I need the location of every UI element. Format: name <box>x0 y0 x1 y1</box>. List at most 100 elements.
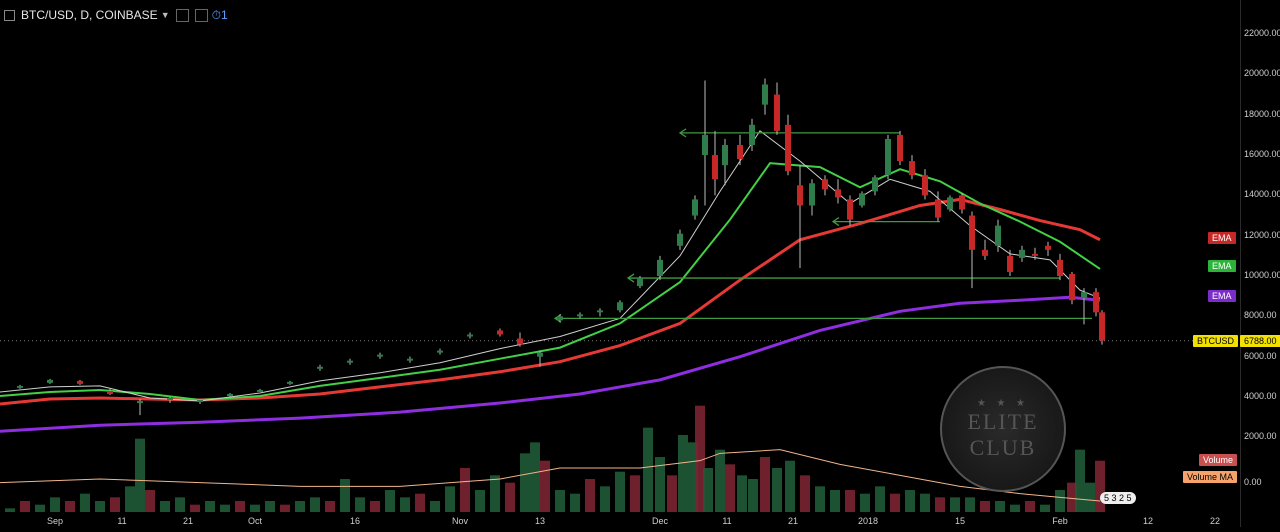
volume-bar <box>145 490 155 512</box>
candle-body <box>995 225 1001 246</box>
volume-bar <box>5 508 15 512</box>
support-arrow <box>678 128 687 138</box>
volume-bar <box>815 486 825 512</box>
last-price-tag: 6788.00 <box>1240 335 1280 347</box>
candle-body <box>137 401 143 404</box>
elite-club-watermark: ★ ★ ★ ELITE CLUB <box>940 366 1066 492</box>
volume-zero-label: 0.00 <box>1244 477 1262 487</box>
price-symbol-tag: BTCUSD <box>1193 335 1239 347</box>
candle-body <box>785 124 791 172</box>
y-tick-label: 12000.00 <box>1244 229 1280 240</box>
candle-body <box>1081 292 1087 299</box>
x-tick-label: Oct <box>247 516 263 526</box>
volume-bar <box>340 479 350 512</box>
volume-bar <box>585 479 595 512</box>
y-tick-label: 10000.00 <box>1244 270 1280 281</box>
volume-bar <box>430 501 440 512</box>
support-arrow <box>831 217 840 227</box>
volume-bar <box>50 497 60 512</box>
volume-bar <box>643 427 653 512</box>
volume-bar <box>688 442 698 512</box>
volume-bar <box>950 497 960 512</box>
candle-body <box>822 179 828 190</box>
volume-bar <box>965 497 975 512</box>
volume-bar <box>160 501 170 512</box>
volume-bar <box>860 493 870 512</box>
volume-bar <box>748 479 758 512</box>
volume-bar <box>65 501 75 512</box>
volume-bar <box>385 490 395 512</box>
collapse-icon[interactable] <box>4 9 15 21</box>
volume-bar <box>540 460 550 512</box>
candle-body <box>1099 312 1105 341</box>
volume-bar <box>1095 460 1105 512</box>
candle-body <box>959 195 965 210</box>
ema-purple-line <box>0 295 1101 433</box>
volume-bar <box>175 497 185 512</box>
volume-bar <box>475 490 485 512</box>
volume-bar <box>265 501 275 512</box>
volume-bar <box>460 468 470 512</box>
volume-bar <box>772 468 782 512</box>
candle-body <box>947 197 953 210</box>
candle-body <box>749 124 755 145</box>
candle-body <box>287 381 293 384</box>
candle-body <box>1007 255 1013 272</box>
settings-icon[interactable] <box>175 8 189 22</box>
candle-body <box>797 185 803 206</box>
volume-bar <box>1055 490 1065 512</box>
volume-bar <box>205 501 215 512</box>
volume-bar <box>415 493 425 512</box>
alert-count[interactable]: ⏱1 <box>211 7 228 22</box>
candle-body <box>762 84 768 105</box>
indicator-icon[interactable] <box>194 8 208 22</box>
y-tick-label: 18000.00 <box>1244 108 1280 119</box>
x-tick-label: Feb <box>1052 516 1068 526</box>
volume-bar <box>505 482 515 512</box>
y-tick-label: 14000.00 <box>1244 189 1280 200</box>
x-tick-label: Dec <box>651 516 669 526</box>
volume-bar <box>95 501 105 512</box>
volume-bar <box>35 504 45 512</box>
volume-bar <box>1085 482 1095 512</box>
symbol-title[interactable]: BTC/USD, D, COINBASE <box>21 8 158 22</box>
ema-white-line <box>0 130 1101 402</box>
candle-body <box>712 155 718 180</box>
volume-bar <box>875 486 885 512</box>
volume-bar <box>310 497 320 512</box>
volume-bar <box>400 497 410 512</box>
volume-bar <box>715 449 725 512</box>
candle-body <box>774 94 780 131</box>
candle-body <box>922 175 928 196</box>
alert-count-value: 1 <box>220 7 228 22</box>
y-tick-label: 4000.00 <box>1244 391 1277 401</box>
candle-body <box>885 138 891 176</box>
candle-body <box>47 379 53 383</box>
candle-body <box>537 352 543 357</box>
candle-body <box>377 354 383 357</box>
volume-bar <box>445 486 455 512</box>
candle-body <box>847 199 853 220</box>
ema-red-tag: EMA <box>1208 232 1236 244</box>
volume-bar <box>600 486 610 512</box>
candle-body <box>467 334 473 337</box>
volume-bar <box>785 460 795 512</box>
candle-body <box>897 134 903 162</box>
watermark-line1: ELITE <box>967 408 1039 434</box>
volume-bar <box>125 486 135 512</box>
candle-body <box>1045 245 1051 250</box>
volume-bar <box>1025 501 1035 512</box>
support-arrow <box>626 273 635 283</box>
volume-bar <box>295 501 305 512</box>
chevron-down-icon[interactable]: ▼ <box>160 10 170 20</box>
x-tick-label: 11 <box>722 516 732 526</box>
candle-body <box>1069 274 1075 301</box>
volume-badge: 5 3 2 5 <box>1100 492 1136 504</box>
x-tick-label: Sep <box>46 516 64 526</box>
candle-body <box>737 144 743 160</box>
candle-body <box>17 385 23 388</box>
volume-bar <box>235 501 245 512</box>
candle-body <box>557 316 563 321</box>
candle-body <box>437 350 443 353</box>
